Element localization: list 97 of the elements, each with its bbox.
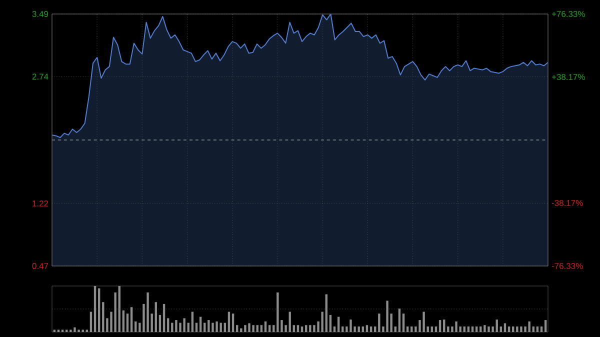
bar bbox=[296, 325, 300, 332]
bar bbox=[406, 326, 409, 332]
bar bbox=[208, 320, 210, 332]
bar bbox=[398, 308, 401, 332]
bar bbox=[256, 325, 258, 332]
bar bbox=[264, 321, 267, 332]
bar bbox=[540, 326, 543, 332]
bar bbox=[410, 326, 413, 332]
bar bbox=[300, 326, 304, 332]
bar bbox=[166, 318, 170, 332]
bar bbox=[232, 314, 234, 332]
bar bbox=[183, 318, 186, 332]
y2-tick-label: -76.33% bbox=[552, 263, 583, 269]
bar bbox=[90, 312, 92, 332]
bar bbox=[378, 314, 380, 332]
bar bbox=[337, 316, 340, 332]
bar bbox=[402, 314, 405, 332]
bar bbox=[333, 326, 336, 332]
bar bbox=[244, 325, 246, 332]
bar bbox=[342, 326, 344, 332]
bar bbox=[114, 292, 116, 332]
bar bbox=[158, 314, 162, 332]
bar bbox=[74, 327, 76, 332]
bar bbox=[358, 326, 360, 332]
bar bbox=[134, 321, 137, 332]
bar bbox=[126, 314, 129, 332]
bar bbox=[438, 320, 442, 332]
bar bbox=[236, 325, 238, 332]
bar bbox=[329, 314, 332, 332]
bar bbox=[394, 326, 396, 332]
bar bbox=[488, 326, 490, 332]
bar bbox=[150, 314, 153, 332]
bar bbox=[309, 325, 312, 332]
bar bbox=[480, 326, 482, 332]
bar bbox=[484, 325, 486, 332]
bar bbox=[268, 325, 271, 332]
y-tick-label: 3.49 bbox=[32, 11, 48, 17]
bar bbox=[248, 323, 250, 332]
bar bbox=[292, 325, 296, 332]
bar bbox=[467, 326, 470, 332]
bar bbox=[463, 326, 466, 332]
bar bbox=[544, 320, 547, 332]
bar bbox=[500, 326, 502, 332]
y2-tick-label: +76.33% bbox=[552, 11, 585, 17]
bar bbox=[162, 304, 166, 332]
bar bbox=[362, 326, 364, 332]
bar bbox=[252, 325, 254, 332]
bar bbox=[366, 325, 368, 332]
bar bbox=[430, 326, 434, 332]
bar bbox=[276, 292, 279, 332]
bar bbox=[191, 312, 194, 332]
bar bbox=[175, 320, 178, 332]
y-tick-label: 2.74 bbox=[32, 74, 48, 80]
y-tick-label: 1.22 bbox=[32, 200, 48, 206]
bar bbox=[118, 286, 120, 332]
bar bbox=[130, 307, 133, 332]
bar bbox=[422, 312, 425, 332]
bar bbox=[321, 312, 324, 332]
bar bbox=[442, 320, 446, 332]
bar bbox=[260, 325, 263, 332]
bar bbox=[520, 326, 522, 332]
bar bbox=[516, 326, 518, 332]
bar bbox=[426, 326, 429, 332]
bar bbox=[536, 326, 539, 332]
bar bbox=[447, 326, 450, 332]
bar bbox=[199, 316, 202, 332]
bar bbox=[350, 320, 352, 332]
bar bbox=[512, 326, 514, 332]
y-tick-label: 0.47 bbox=[32, 263, 48, 269]
bar bbox=[496, 320, 498, 332]
bar bbox=[228, 312, 230, 332]
bar bbox=[288, 312, 291, 332]
bar bbox=[434, 326, 438, 332]
bar bbox=[98, 288, 100, 332]
bar bbox=[304, 325, 308, 332]
bar bbox=[528, 321, 530, 332]
y2-tick-label: +38.17% bbox=[552, 74, 585, 80]
bar bbox=[94, 286, 96, 332]
bar bbox=[386, 300, 388, 332]
bar bbox=[122, 310, 125, 332]
bar bbox=[471, 326, 474, 332]
bar bbox=[532, 326, 534, 332]
bar bbox=[508, 326, 510, 332]
bar bbox=[374, 326, 376, 332]
bar bbox=[216, 321, 218, 332]
bar bbox=[475, 326, 478, 332]
bar bbox=[325, 294, 328, 332]
bar bbox=[455, 321, 458, 332]
bar bbox=[370, 326, 372, 332]
bar bbox=[272, 325, 275, 332]
bar bbox=[240, 328, 242, 332]
bar bbox=[492, 326, 494, 332]
bar bbox=[102, 302, 104, 332]
bar bbox=[146, 292, 149, 332]
bar bbox=[212, 322, 214, 332]
bar bbox=[313, 325, 316, 332]
y2-tick-label: -38.17% bbox=[552, 200, 583, 206]
